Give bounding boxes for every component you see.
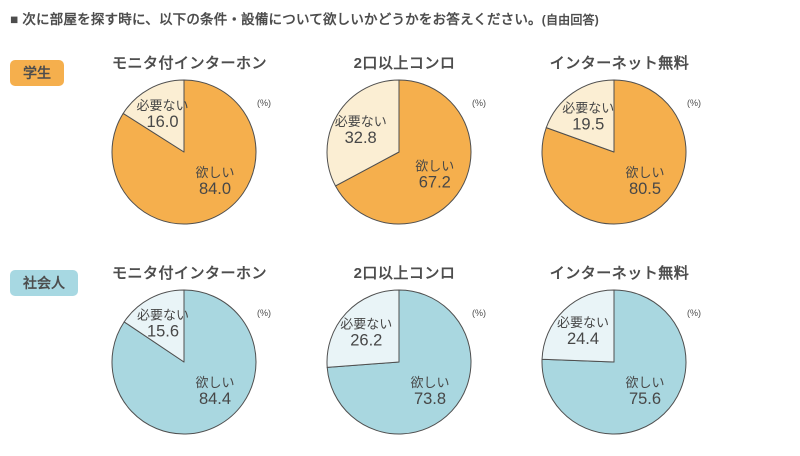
- group-row-workers: 社会人 モニタ付インターホン 欲しい 84.4 必要ない 15.6 (%) 2口以上コン…: [0, 264, 800, 454]
- chart-title: モニタ付インターホン: [111, 265, 267, 282]
- chart-title: 2口以上コンロ: [353, 55, 456, 72]
- page-title-text: 次に部屋を探す時に、以下の条件・設備について欲しいかどうかをお答えください。: [22, 12, 542, 27]
- percent-unit-label: (%): [687, 308, 701, 318]
- pie-cell-students-free-internet: インターネット無料 欲しい 80.5 必要ない 19.5 (%): [512, 54, 727, 228]
- percent-unit-label: (%): [257, 98, 271, 108]
- pie-cell-workers-two-burner-stove: 2口以上コンロ 欲しい 73.8 必要ない 26.2 (%): [297, 264, 512, 438]
- percent-unit-label: (%): [687, 98, 701, 108]
- pie-label-wanted: 欲しい 73.8: [410, 375, 449, 408]
- percent-unit-label: (%): [257, 308, 271, 318]
- pie-label-not-needed: 必要ない 32.8: [334, 114, 386, 147]
- percent-unit-label: (%): [472, 308, 486, 318]
- pie-cell-workers-free-internet: インターネット無料 欲しい 75.6 必要ない 24.4 (%): [512, 264, 727, 438]
- pie-slice-wanted: [334, 79, 472, 225]
- pie-label-not-needed: 必要ない 16.0: [136, 98, 188, 131]
- pie-slice-not-needed: [541, 289, 614, 363]
- pie-chart-students-free-internet: 欲しい 80.5 必要ない 19.5 (%): [541, 79, 701, 225]
- pie-chart-workers-two-burner-stove: 欲しい 73.8 必要ない 26.2 (%): [326, 289, 486, 435]
- charts-row-students: モニタ付インターホン 欲しい 84.0 必要ない 16.0 (%) 2口以上コンロ 欲し…: [82, 54, 800, 228]
- chart-title: インターネット無料: [549, 265, 690, 282]
- pie-chart-students-monitor-intercom: 欲しい 84.0 必要ない 16.0 (%): [111, 79, 271, 225]
- pie-label-not-needed: 必要ない 15.6: [136, 308, 188, 341]
- group-badge-students: 学生: [10, 60, 64, 86]
- group-row-students: 学生 モニタ付インターホン 欲しい 84.0 必要ない 16.0 (%) 2口以上コンロ…: [0, 54, 800, 244]
- pie-chart-students-two-burner-stove: 欲しい 67.2 必要ない 32.8 (%): [326, 79, 486, 225]
- pie-cell-students-monitor-intercom: モニタ付インターホン 欲しい 84.0 必要ない 16.0 (%): [82, 54, 297, 228]
- pie-slice-not-needed: [122, 79, 184, 153]
- pie-label-not-needed: 必要ない 26.2: [340, 317, 392, 350]
- pie-chart-workers-free-internet: 欲しい 75.6 必要ない 24.4 (%): [541, 289, 701, 435]
- pie-slice-not-needed: [326, 79, 399, 187]
- pie-chart-workers-monitor-intercom: 欲しい 84.4 必要ない 15.6 (%): [111, 289, 271, 435]
- pie-slice-not-needed: [123, 289, 184, 363]
- pie-slice-not-needed: [326, 289, 399, 368]
- pie-label-wanted: 欲しい 84.0: [195, 165, 234, 198]
- pie-cell-workers-monitor-intercom: モニタ付インターホン 欲しい 84.4 必要ない 15.6 (%): [82, 264, 297, 438]
- group-badge-workers: 社会人: [10, 270, 78, 296]
- pie-slice-not-needed: [545, 79, 614, 153]
- chart-title: インターネット無料: [549, 55, 690, 72]
- page-title-note: (自由回答): [541, 13, 599, 27]
- pie-cell-students-two-burner-stove: 2口以上コンロ 欲しい 67.2 必要ない 32.8 (%): [297, 54, 512, 228]
- percent-unit-label: (%): [472, 98, 486, 108]
- chart-title: モニタ付インターホン: [111, 55, 267, 72]
- section-bullet-icon: ■: [10, 12, 19, 27]
- chart-title: 2口以上コンロ: [353, 265, 456, 282]
- pie-label-wanted: 欲しい 67.2: [415, 159, 454, 192]
- pie-label-not-needed: 必要ない 24.4: [556, 315, 608, 348]
- pie-label-wanted: 欲しい 84.4: [195, 375, 234, 408]
- pie-label-wanted: 欲しい 75.6: [625, 375, 664, 408]
- pie-label-not-needed: 必要ない 19.5: [562, 101, 614, 134]
- charts-row-workers: モニタ付インターホン 欲しい 84.4 必要ない 15.6 (%) 2口以上コンロ 欲し…: [82, 264, 800, 438]
- pie-label-wanted: 欲しい 80.5: [625, 165, 664, 198]
- page-title: ■ 次に部屋を探す時に、以下の条件・設備について欲しいかどうかをお答えください。(…: [10, 8, 599, 28]
